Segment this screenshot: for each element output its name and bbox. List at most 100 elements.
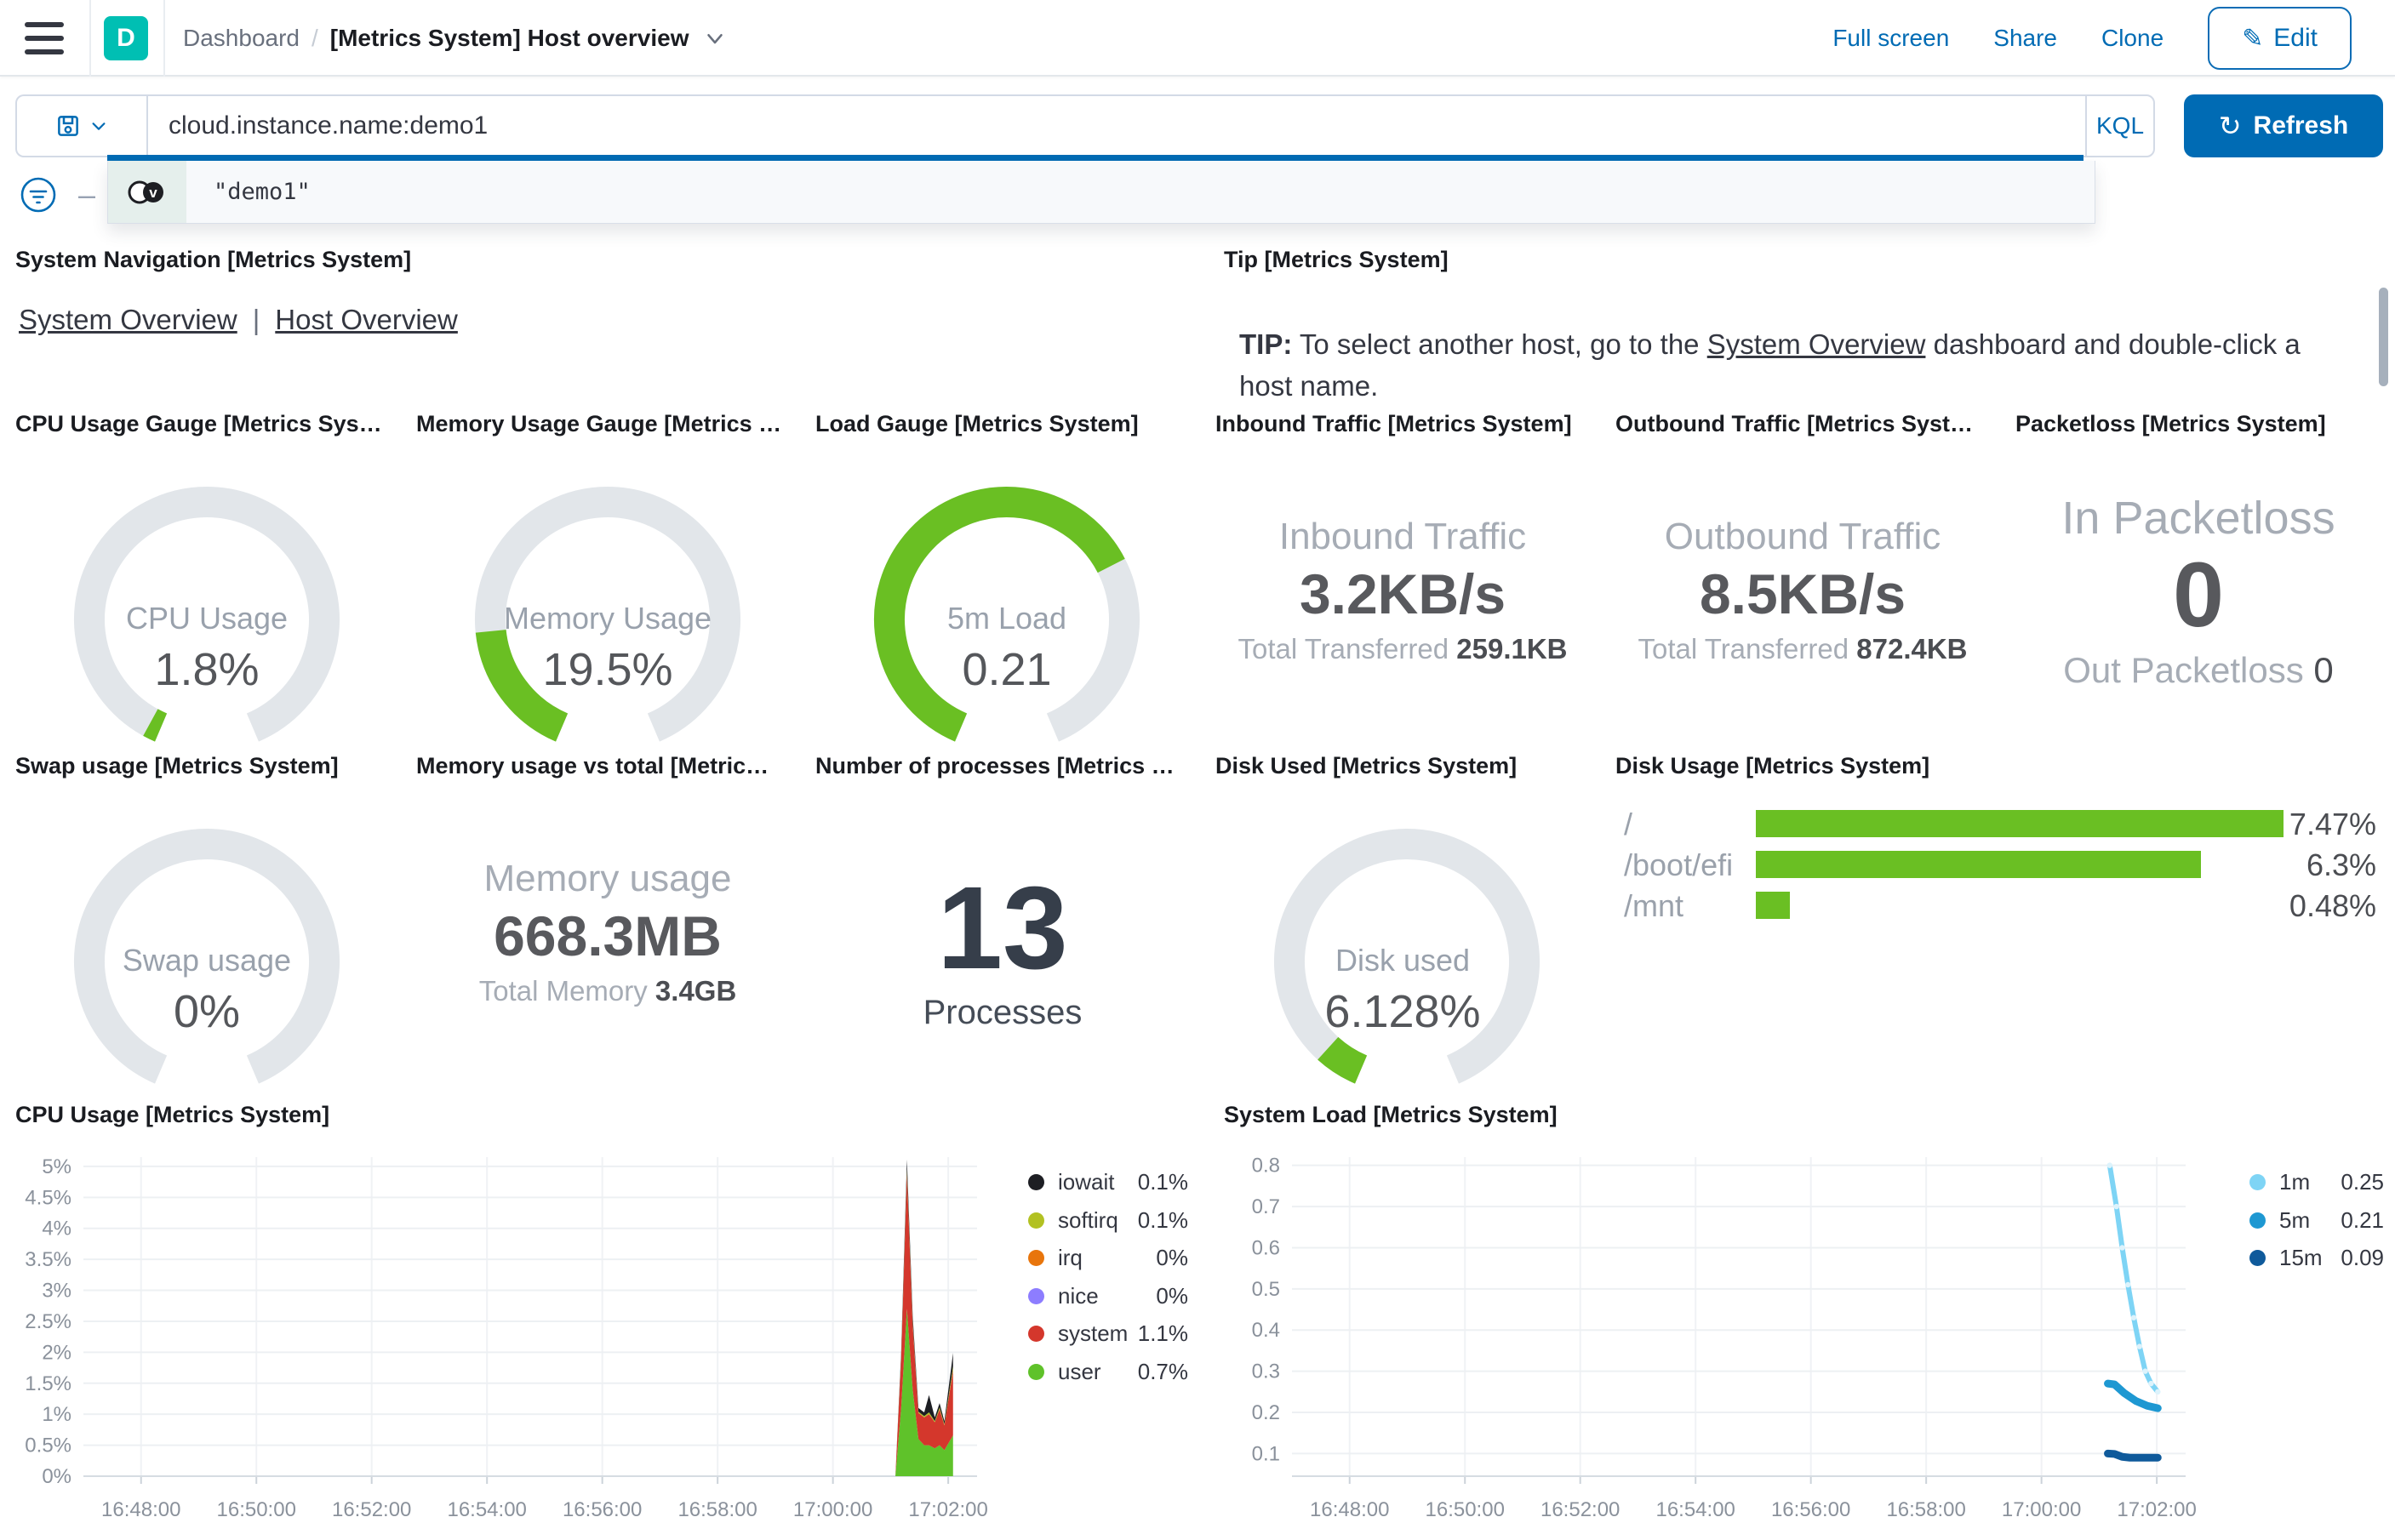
mount-label: /mnt [1624, 888, 1684, 923]
panel-cpu-usage-gauge: CPU Usage Gauge [Metrics Sys… CPU Usage … [15, 407, 398, 747]
disk-usage-row: / 7.47% [1624, 803, 2381, 844]
breadcrumb-separator: / [311, 25, 318, 51]
disk-usage-bar [1756, 851, 2201, 878]
legend-item-iowait[interactable]: iowait 0.1% [1028, 1168, 1188, 1195]
panel-title: CPU Usage [Metrics System] [15, 1102, 330, 1127]
load-marker [2119, 1245, 2125, 1251]
svg-text:16:56:00: 16:56:00 [1771, 1498, 1850, 1521]
query-input[interactable] [148, 111, 2085, 140]
svg-text:2.5%: 2.5% [25, 1310, 71, 1333]
mount-label: /boot/efi [1624, 847, 1734, 882]
legend-item-softirq[interactable]: softirq 0.1% [1028, 1206, 1188, 1234]
legend-item-user[interactable]: user 0.7% [1028, 1358, 1188, 1385]
saved-query-menu[interactable] [15, 94, 146, 157]
disk-usage-row: /boot/efi 6.3% [1624, 844, 2381, 885]
gauge-value: 19.5% [542, 644, 673, 695]
cpu-usage-chart[interactable]: 16:48:00 16:50:00 16:52:00 16:54:00 16:56:00… [15, 1144, 1003, 1536]
svg-text:0.7: 0.7 [1252, 1195, 1280, 1218]
disk-usage-row: /mnt 0.48% [1624, 885, 2381, 926]
scrollbar-thumb[interactable] [2379, 288, 2388, 386]
chevron-down-icon[interactable] [702, 26, 728, 51]
panel-title: Outbound Traffic [Metrics Syst… [1615, 411, 1974, 436]
remove-filter-icon[interactable]: – [78, 177, 96, 212]
disk-used-gauge [1274, 829, 1540, 1084]
metric-value: 3.2KB/s [1299, 562, 1506, 625]
host-overview-link[interactable]: Host Overview [275, 304, 458, 335]
panel-number-of-processes: Number of processes [Metrics … 13 Proces… [815, 749, 1190, 1089]
gauge-value: 0.21 [962, 644, 1052, 695]
breadcrumb-dashboard[interactable]: Dashboard [183, 25, 300, 51]
gauge-label: CPU Usage [125, 601, 289, 636]
panel-title: System Load [Metrics System] [1224, 1102, 1558, 1127]
panel-title: Inbound Traffic [Metrics System] [1215, 411, 1572, 436]
panel-outbound-traffic: Outbound Traffic [Metrics Syst… Outbound… [1615, 407, 1990, 747]
panel-title: Swap usage [Metrics System] [15, 753, 339, 779]
suggestion-item[interactable]: "demo1" [214, 179, 311, 205]
gauge-label: 5m Load [946, 601, 1067, 636]
svg-text:2%: 2% [42, 1341, 71, 1364]
system-navigation-links: System Overview | Host Overview [19, 304, 458, 336]
mount-label: / [1624, 807, 1633, 841]
legend-item-system[interactable]: system 1.1% [1028, 1320, 1188, 1347]
svg-text:16:56:00: 16:56:00 [563, 1498, 642, 1521]
load-marker [2136, 1343, 2143, 1349]
space-avatar[interactable]: D [104, 16, 148, 60]
divider [89, 0, 91, 77]
svg-text:4.5%: 4.5% [25, 1186, 71, 1209]
edit-button[interactable]: ✎ Edit [2208, 7, 2352, 70]
autocomplete-popover: v "demo1" [107, 161, 2095, 224]
panel-memory-usage-gauge: Memory Usage Gauge [Metrics … Memory Usa… [416, 407, 799, 747]
query-language-button[interactable]: KQL [2085, 94, 2155, 157]
load-marker [2106, 1162, 2113, 1168]
inbound-traffic-metric: Inbound Traffic 3.2KB/s Total Transferre… [1215, 407, 1590, 747]
link-separator: | [252, 304, 260, 335]
panel-title: CPU Usage Gauge [Metrics Sys… [15, 411, 382, 436]
svg-text:5%: 5% [42, 1155, 71, 1178]
svg-text:v: v [149, 185, 157, 201]
load-marker [2130, 1315, 2137, 1320]
refresh-button[interactable]: ↻ Refresh [2184, 94, 2383, 157]
tip-system-overview-link[interactable]: System Overview [1706, 328, 1926, 360]
svg-text:0.5: 0.5 [1252, 1278, 1280, 1301]
top-bar: D Dashboard / [Metrics System] Host over… [0, 0, 2395, 77]
share-link[interactable]: Share [1993, 25, 2057, 51]
legend-dot [1028, 1325, 1044, 1342]
legend-item-1m[interactable]: 1m 0.25 [2249, 1168, 2384, 1195]
panel-title: Disk Usage [Metrics System] [1615, 753, 1930, 779]
system-load-chart[interactable]: 16:48:00 16:50:00 16:52:00 16:54:00 16:56:00… [1224, 1144, 2211, 1536]
cpu-chart-legend: iowait 0.1% softirq 0.1% irq 0% nice 0% syst… [1028, 1098, 1188, 1404]
legend-item-15m[interactable]: 15m 0.09 [2249, 1244, 2384, 1271]
legend-item-5m[interactable]: 5m 0.21 [2249, 1206, 2384, 1234]
menu-icon[interactable] [25, 20, 64, 56]
metric-subtext: Total Transferred 259.1KB [1238, 633, 1568, 664]
svg-text:16:58:00: 16:58:00 [1886, 1498, 1965, 1521]
legend-dot [2249, 1249, 2266, 1266]
legend-dot [1028, 1173, 1044, 1190]
full-screen-link[interactable]: Full screen [1832, 25, 1950, 51]
svg-text:16:54:00: 16:54:00 [1655, 1498, 1735, 1521]
metric-value: 8.5KB/s [1699, 562, 1906, 625]
disk-usage-bar [1756, 810, 2284, 837]
svg-text:16:54:00: 16:54:00 [447, 1498, 526, 1521]
legend-item-irq[interactable]: irq 0% [1028, 1244, 1188, 1271]
load-line-1m [2106, 1162, 2161, 1395]
filter-icon[interactable] [19, 175, 58, 214]
metric-subtext: Total Memory 3.4GB [478, 975, 737, 1007]
refresh-icon: ↻ [2218, 110, 2242, 142]
panel-swap-usage: Swap usage [Metrics System] Swap usage 0… [15, 749, 398, 1089]
system-overview-link[interactable]: System Overview [19, 304, 237, 335]
load-line-5m [2104, 1379, 2162, 1412]
clone-link[interactable]: Clone [2101, 25, 2164, 51]
panel-title: Load Gauge [Metrics System] [815, 411, 1139, 436]
gauge-value: 1.8% [154, 644, 260, 695]
panel-cpu-usage-chart: CPU Usage [Metrics System] 16:48:00 16:50… [15, 1098, 1203, 1540]
svg-text:0.5%: 0.5% [25, 1434, 71, 1457]
metric-label: In Packetloss [2061, 493, 2335, 544]
legend-item-nice[interactable]: nice 0% [1028, 1282, 1188, 1309]
load-chart-legend: 1m 0.25 5m 0.21 15m 0.09 [2249, 1098, 2384, 1285]
svg-text:3.5%: 3.5% [25, 1248, 71, 1271]
chevron-down-icon [92, 123, 106, 130]
panel-system-load-chart: System Load [Metrics System] 16:48:00 16:… [1224, 1098, 2390, 1540]
metric-value: 0 [2172, 543, 2225, 646]
panel-packetloss: Packetloss [Metrics System] In Packetlos… [2015, 407, 2381, 747]
